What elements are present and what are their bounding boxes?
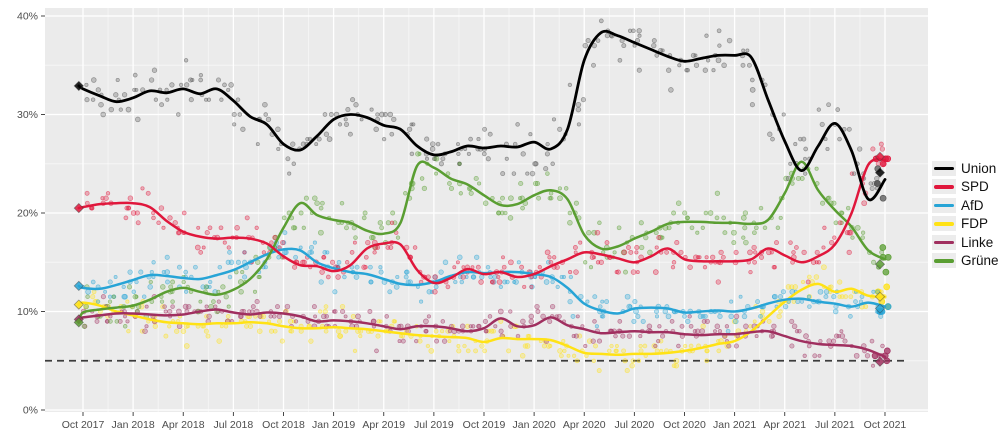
legend-key-box [932,216,956,232]
legend-label-union: Union [961,160,997,176]
x-tick-label: Oct 2020 [663,419,706,431]
union-line-swatch [934,166,954,170]
y-tick-label: 20% [17,208,38,220]
y-tick-label: 30% [17,109,38,121]
legend-label-afd: AfD [961,197,984,213]
x-tick-label: Jul 2021 [815,419,855,431]
legend-key-box [932,234,956,250]
x-tick-label: Jan 2021 [713,419,756,431]
x-tick-label: Apr 2018 [162,419,205,431]
fdp-line-swatch [934,222,954,226]
x-tick-label: Jan 2020 [513,419,556,431]
legend-item-union: Union [932,160,999,177]
y-tick-label: 40% [17,11,38,23]
x-tick-label: Oct 2018 [262,419,305,431]
x-tick-label: Oct 2021 [864,419,907,431]
legend-key-box [932,160,956,176]
x-tick-label: Jul 2020 [615,419,655,431]
legend-label-spd: SPD [961,179,989,194]
legend-key-box [932,253,956,269]
legend-item-afd: AfD [932,197,999,214]
x-tick-label: Oct 2019 [463,419,506,431]
x-tick-label: Jan 2018 [112,419,155,431]
x-tick-label: Jul 2019 [414,419,454,431]
legend-key-box [932,179,956,195]
spd-line-swatch [934,185,954,189]
legend-item-spd: SPD [932,179,999,196]
x-tick-label: Apr 2021 [763,419,806,431]
legend-label-fdp: FDP [961,216,988,231]
y-tick-label: 10% [17,306,38,318]
election-result-markers [73,80,886,367]
y-tick-label: 0% [23,405,38,417]
x-tick-label: Jul 2018 [214,419,254,431]
minor-gridlines [45,8,928,412]
legend-label-linke: Linke [961,234,994,250]
x-tick-label: Jan 2019 [312,419,355,431]
legend-item-linke: Linke [932,234,999,251]
legend-label-gruene: Grüne [961,253,999,268]
chart-legend: Union SPD AfD FDP Linke Grüne [932,160,999,269]
axis-labels: Oct 2017 Jan 2018 Apr 2018 Jul 2018 Oct 2018… [17,11,906,432]
trend-line-linke [77,308,887,359]
plot-panel [45,8,928,412]
legend-item-gruene: Grüne [932,253,999,270]
trend-line-spd [77,158,887,285]
trend-line-union [77,29,887,202]
x-tick-label: Oct 2017 [62,419,105,431]
axis-ticks [41,15,886,416]
x-tick-label: Apr 2020 [563,419,606,431]
x-tick-label: Apr 2019 [362,419,405,431]
linke-line-swatch [934,240,954,244]
afd-line-swatch [934,203,954,207]
gruene-line-swatch [934,259,954,263]
trend-line-grüne [77,160,887,324]
scatter-fdp [83,264,892,374]
scatter-union [84,18,887,202]
legend-item-fdp: FDP [932,216,999,233]
legend-key-box [932,197,956,213]
